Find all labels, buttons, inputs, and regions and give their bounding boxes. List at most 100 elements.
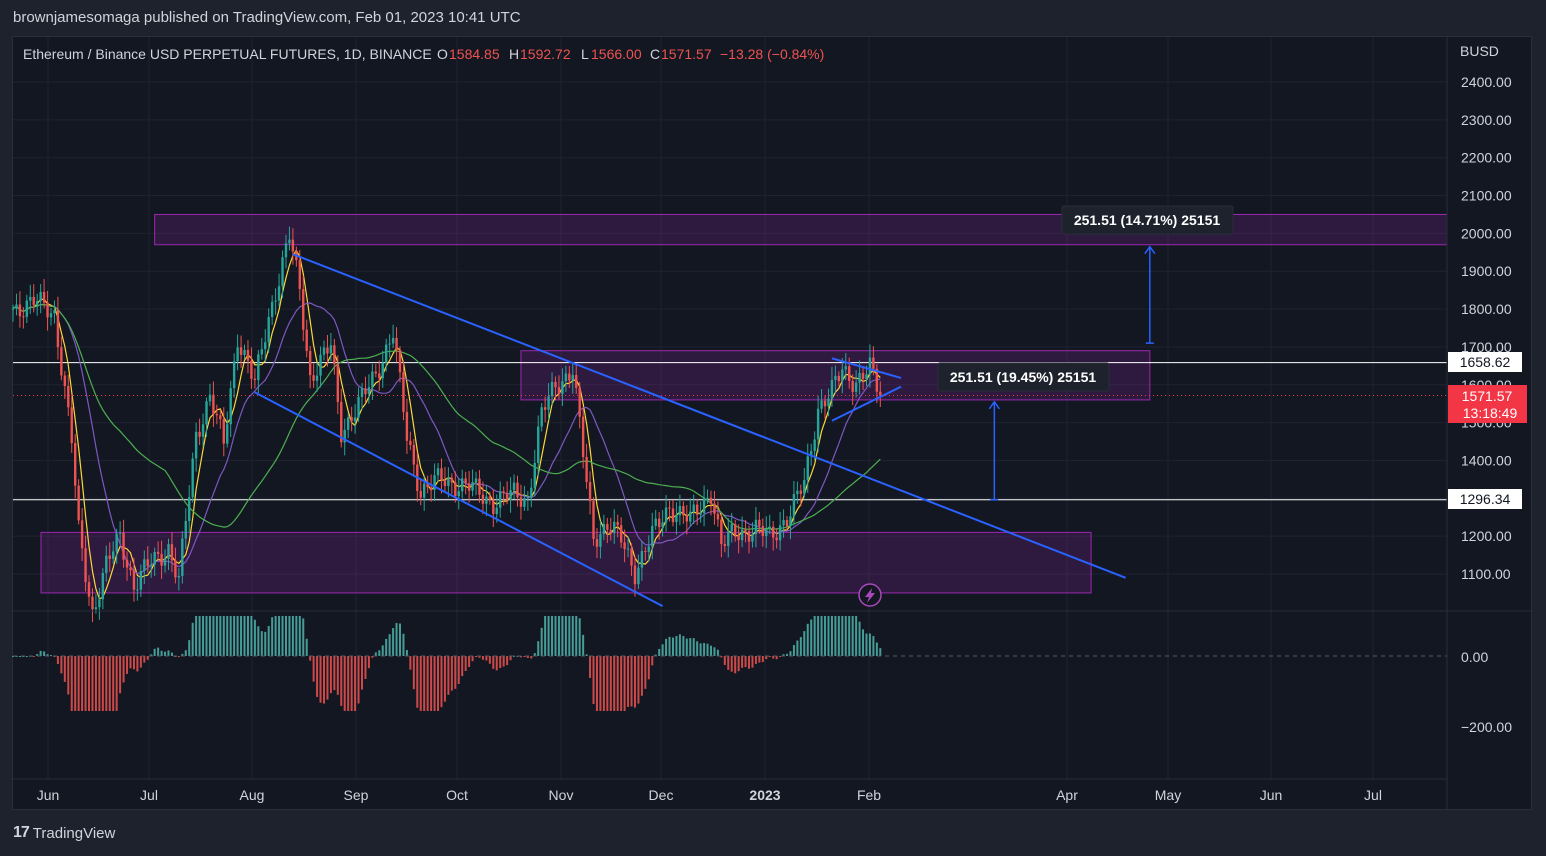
candle-body	[194, 431, 198, 459]
histogram-bar	[813, 616, 816, 656]
measure-arrows[interactable]	[988, 245, 1156, 501]
candle-body	[357, 396, 360, 418]
histogram-bar	[640, 656, 643, 696]
histogram-bar	[326, 656, 329, 700]
lower-target-label: 251.51 (19.45%) 25151	[950, 369, 1097, 385]
candle-body	[733, 524, 737, 536]
histogram-bar	[830, 616, 833, 656]
candle-body	[668, 507, 671, 509]
histogram-bar	[862, 629, 865, 656]
histogram-bar	[284, 616, 287, 656]
candle-body	[654, 518, 657, 526]
candle-body	[101, 572, 105, 600]
candle-body	[215, 413, 219, 416]
candle-body	[80, 520, 84, 549]
time-label: 2023	[749, 787, 780, 803]
candle-body	[184, 520, 187, 539]
candle-body	[167, 544, 170, 559]
candle-body	[284, 243, 288, 258]
candle-body	[188, 497, 191, 521]
histogram-bar	[709, 645, 712, 656]
candle-body	[616, 521, 619, 526]
candle-body	[239, 347, 243, 355]
candle-body	[288, 239, 291, 244]
candle-body	[585, 457, 588, 482]
histogram-bar	[43, 651, 46, 656]
histogram-bar	[50, 655, 53, 657]
lightning-icon[interactable]	[858, 583, 882, 607]
histogram-bar	[571, 616, 574, 656]
histogram-bar	[357, 656, 360, 704]
histogram-bar	[485, 656, 488, 661]
histogram-bar	[544, 616, 547, 656]
candle-body	[706, 497, 709, 499]
histogram-bar	[454, 656, 457, 689]
candle-body	[619, 525, 623, 543]
histogram-bar	[817, 616, 820, 656]
measure-arrowhead	[988, 400, 1000, 410]
price-tick: 1100.00	[1461, 566, 1511, 582]
histogram-bar	[112, 656, 115, 711]
candle-body	[226, 424, 229, 444]
candle-body	[533, 462, 536, 488]
histogram-bar	[88, 656, 91, 711]
candle-body	[447, 477, 450, 486]
candle-body	[737, 535, 740, 541]
trendlines[interactable]	[254, 253, 1127, 608]
candle-body	[60, 347, 63, 376]
histogram-bar	[872, 636, 875, 656]
histogram-bar	[343, 656, 346, 711]
histogram-bar	[195, 616, 198, 656]
histogram-bar	[302, 618, 305, 656]
histogram-bar	[329, 656, 332, 694]
candle-body	[689, 511, 692, 522]
histogram-bar	[108, 656, 111, 711]
candle-body	[623, 542, 626, 550]
candle-body	[595, 538, 599, 547]
candle-body	[305, 329, 308, 351]
candle-body	[651, 525, 654, 547]
candle-body	[785, 520, 789, 527]
lower-target-label-box[interactable]	[937, 362, 1110, 392]
candle-body	[671, 508, 675, 523]
histogram-bar	[464, 656, 467, 671]
candle-body	[799, 490, 803, 494]
histogram-bar	[198, 616, 201, 656]
price-tick: 2000.00	[1461, 225, 1512, 241]
histogram-bar	[347, 656, 350, 711]
candle-body	[457, 491, 460, 497]
upper-target-label-box[interactable]	[1061, 205, 1234, 235]
histogram-bar	[146, 656, 149, 660]
time-label: Feb	[857, 787, 881, 803]
candle-body	[771, 526, 775, 538]
histogram-bar	[758, 656, 761, 663]
histogram-bar	[309, 656, 312, 661]
candle-body	[803, 480, 806, 494]
candle-body	[405, 411, 409, 441]
histogram-bar	[205, 616, 208, 656]
candle-body	[177, 575, 181, 578]
candle-body	[564, 373, 568, 382]
candle-body	[827, 398, 830, 407]
candle-body	[350, 417, 353, 422]
high-value: 1592.72	[520, 46, 571, 62]
histogram-bar	[139, 656, 142, 668]
footer-brand[interactable]: 17 TradingView	[13, 824, 115, 842]
candle-body	[481, 494, 485, 504]
symbol-title[interactable]: Ethereum / Binance USD PERPETUAL FUTURES…	[23, 46, 432, 62]
histogram-bar	[119, 656, 122, 694]
histogram-bar	[551, 616, 554, 656]
candle-body	[329, 345, 333, 354]
histogram-bar	[322, 656, 325, 704]
histogram-bar	[644, 656, 647, 689]
histogram-bar	[433, 656, 436, 711]
candle-body	[488, 496, 492, 500]
candle-body	[523, 498, 526, 507]
histogram-bar	[360, 656, 363, 690]
candle-body	[274, 300, 277, 302]
upper-line-value: 1658.62	[1460, 354, 1511, 370]
histogram-bar	[782, 654, 785, 656]
time-axis-labels[interactable]: Jun Jul Aug Sep Oct Nov Dec 2023 Feb Apr May Jun Jul	[37, 787, 1382, 803]
histogram-bar	[692, 638, 695, 656]
